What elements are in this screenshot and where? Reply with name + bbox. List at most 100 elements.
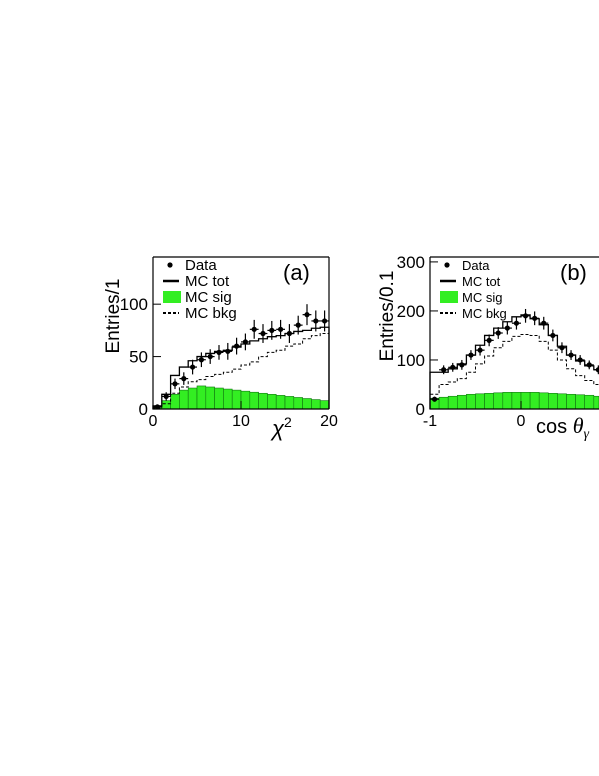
x-tick-label: -1 — [423, 413, 437, 430]
mc-sig-bar — [575, 394, 585, 410]
legend-mc-sig-swatch — [163, 291, 181, 303]
x-tick-label: 0 — [149, 413, 158, 430]
mc-sig-bar — [284, 396, 295, 410]
legend-label: MC sig — [462, 290, 502, 305]
panel-b-ylabel: Entries/0.1 — [377, 271, 398, 362]
mc-sig-bar — [275, 395, 286, 410]
y-tick-label: 100 — [120, 295, 148, 314]
mc-sig-bar — [231, 389, 242, 410]
legend-label: MC tot — [185, 273, 230, 290]
panel-a-label: (a) — [283, 260, 310, 285]
data-point — [172, 381, 178, 387]
mc-sig-bar — [538, 392, 549, 410]
mc-sig-bar — [493, 392, 504, 410]
x-tick-label: 0 — [517, 413, 526, 430]
data-point — [286, 330, 292, 337]
y-tick-label: 0 — [416, 400, 425, 419]
data-point — [431, 396, 438, 402]
legend-label: MC bkg — [185, 305, 237, 322]
mc-sig-bar — [466, 393, 476, 410]
mc-sig-bar — [529, 392, 540, 410]
y-tick-label: 0 — [139, 400, 148, 419]
mc-sig-bar — [293, 397, 303, 410]
y-tick-label: 100 — [397, 351, 425, 370]
plot-area-1 — [429, 308, 599, 410]
mc-sig-bar — [456, 394, 467, 410]
mc-sig-bar — [447, 395, 458, 410]
mc-sig-bar — [214, 387, 224, 410]
mc-sig-bar — [438, 396, 449, 410]
data-point — [181, 376, 187, 382]
data-point — [207, 353, 213, 360]
mc-sig-bar — [161, 400, 171, 410]
mc-sig-bar — [223, 388, 233, 410]
data-point — [568, 352, 574, 358]
mc-sig-bar — [566, 393, 576, 410]
data-point — [595, 367, 599, 373]
data-point — [450, 364, 456, 370]
legend-data-marker — [167, 262, 173, 268]
mc-sig-bar — [205, 386, 215, 410]
panel-b-xlabel: cos θγ — [536, 413, 590, 442]
mc-sig-bar — [311, 399, 321, 410]
mc-sig-bar — [258, 392, 268, 410]
data-point — [190, 364, 196, 370]
plot-area-0 — [152, 304, 330, 410]
mc-sig-bar — [179, 389, 189, 410]
data-point — [468, 352, 474, 358]
data-point — [198, 357, 204, 363]
data-point — [477, 347, 483, 353]
data-point — [541, 320, 547, 326]
mc-sig-bar — [196, 385, 207, 410]
mc-sig-bar — [584, 394, 595, 410]
data-point — [225, 348, 231, 354]
mc-sig-bar — [557, 393, 567, 410]
data-point — [559, 345, 565, 351]
data-point — [577, 357, 583, 363]
legend-label: MC bkg — [462, 306, 507, 321]
data-point — [278, 326, 284, 332]
legend-mc-sig-swatch — [440, 291, 458, 303]
data-point — [513, 320, 520, 326]
legend-data-marker — [444, 262, 450, 268]
mc-sig-bar — [170, 394, 180, 410]
data-point — [154, 404, 160, 410]
x-tick-label: 20 — [320, 413, 338, 430]
mc-sig-bar — [187, 387, 198, 410]
data-point — [486, 337, 492, 343]
panel-a-ylabel: Entries/1 — [103, 279, 124, 354]
data-point — [550, 332, 556, 339]
mc-bkg-line — [429, 333, 599, 409]
data-point — [441, 367, 447, 373]
mc-sig-bar — [302, 398, 312, 410]
data-point — [295, 322, 301, 328]
data-point — [495, 330, 501, 336]
mc-sig-bar — [502, 392, 513, 410]
data-point — [216, 349, 222, 355]
data-point — [242, 339, 248, 345]
data-point — [234, 343, 240, 349]
mc-sig-bar — [319, 400, 330, 410]
mc-sig-bar — [475, 393, 485, 410]
data-point — [304, 312, 310, 318]
data-point — [251, 326, 257, 332]
mc-sig-bar — [520, 392, 531, 410]
mc-sig-bar — [249, 391, 259, 410]
legend-label: MC sig — [185, 289, 232, 306]
legend-label: MC tot — [462, 274, 501, 289]
data-point — [504, 325, 510, 331]
data-point — [459, 362, 465, 368]
data-point — [260, 330, 266, 337]
mc-bkg-line — [152, 333, 330, 409]
mc-sig-bar — [547, 393, 558, 410]
panel-a-xlabel: χ2 — [270, 414, 292, 441]
data-point — [532, 315, 538, 321]
data-point — [322, 318, 328, 324]
data-point — [269, 327, 275, 333]
mc-sig-bar — [267, 394, 277, 410]
mc-sig-bar — [593, 395, 599, 410]
